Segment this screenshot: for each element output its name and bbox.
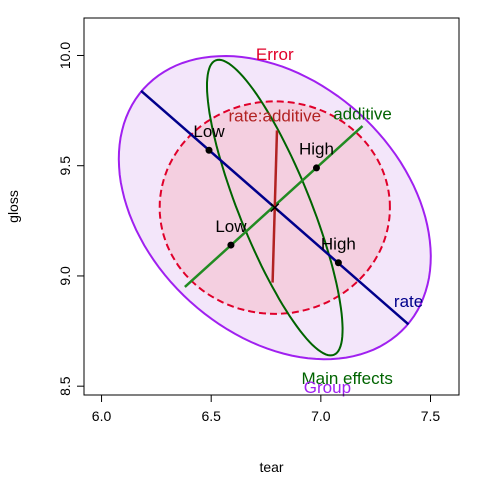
x-axis-label: tear	[259, 459, 283, 475]
point-high-3	[312, 164, 320, 172]
y-tick-label: 8.5	[57, 376, 73, 396]
x-tick-label: 6.5	[201, 408, 221, 424]
point-label-high-1: High	[321, 234, 356, 253]
x-tick-label: 7.5	[421, 408, 441, 424]
plot-frame	[83, 17, 460, 396]
y-tick-label: 9.0	[57, 266, 73, 286]
annotation-main-effects: Main effects	[301, 369, 392, 388]
annotation-rate-additive: rate:additive	[228, 107, 321, 126]
y-tick-label: 9.5	[57, 156, 73, 176]
center-marker-stroke	[270, 203, 280, 213]
x-tick-label: 7.0	[311, 408, 331, 424]
point-low-2	[227, 241, 235, 249]
point-label-low-2: Low	[215, 217, 247, 236]
annotation-group: Group	[304, 378, 351, 397]
axes: 6.0 6.5 7.0 7.5 8.5 9.0 9.5 10.0	[57, 42, 440, 424]
x-tick-label: 6.0	[92, 408, 112, 424]
point-high-1	[334, 259, 342, 267]
point-label-high-3: High	[299, 140, 334, 159]
plot-area: Low High Low High Error rate:additive additive…	[117, 45, 432, 397]
line-rate-additive	[271, 130, 279, 283]
y-tick-label: 10.0	[57, 42, 73, 69]
y-axis-label: gloss	[5, 190, 21, 223]
annotation-additive: additive	[333, 104, 392, 123]
annotation-rate: rate	[394, 292, 423, 311]
ellipse-main-effects	[206, 58, 344, 357]
annotation-error: Error	[256, 45, 294, 64]
point-low-0	[205, 146, 213, 154]
point-label-low-0: Low	[193, 122, 225, 141]
